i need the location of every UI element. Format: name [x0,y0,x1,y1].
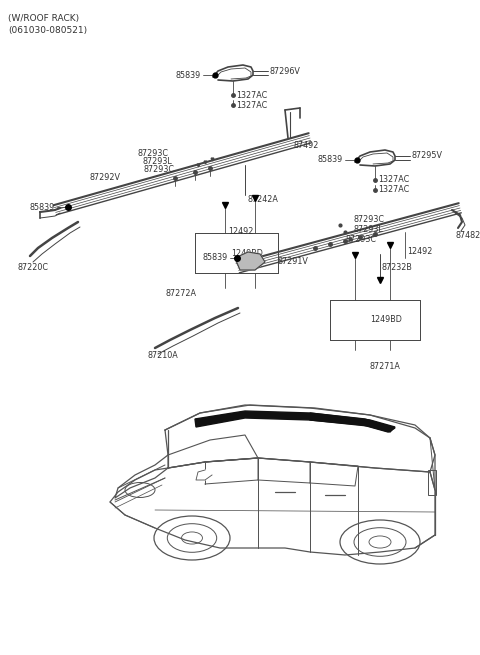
Text: 1327AC: 1327AC [236,90,267,100]
Text: 87293C: 87293C [144,164,175,174]
Text: 87220C: 87220C [18,263,49,272]
Text: 87295V: 87295V [412,151,443,160]
Text: 87293L: 87293L [353,225,383,234]
Text: 85839: 85839 [318,155,343,164]
Polygon shape [195,411,395,432]
Text: 85839: 85839 [203,253,228,263]
Polygon shape [310,413,395,432]
Text: 12492: 12492 [228,227,253,236]
Text: 1327AC: 1327AC [236,100,267,109]
Polygon shape [196,470,212,480]
Text: 87272A: 87272A [165,288,196,297]
Text: 85839: 85839 [176,71,201,79]
Text: 87482: 87482 [455,231,480,240]
Text: 1327AC: 1327AC [378,185,409,195]
Text: (061030-080521): (061030-080521) [8,26,87,35]
Text: 1249BD: 1249BD [370,316,402,324]
Text: 87293C: 87293C [353,215,384,225]
Text: (W/ROOF RACK): (W/ROOF RACK) [8,14,79,23]
Text: 85839: 85839 [30,202,55,212]
Text: 87292V: 87292V [89,174,120,183]
Text: 1249BD: 1249BD [231,248,264,257]
Text: 87242A: 87242A [248,195,279,204]
Text: 87492: 87492 [293,141,318,149]
Text: 87293L: 87293L [142,157,172,166]
Polygon shape [235,252,265,270]
Text: 87293C: 87293C [345,236,376,244]
Text: 87293C: 87293C [137,149,168,157]
Text: 87291V: 87291V [278,257,309,267]
Text: 87271A: 87271A [370,362,401,371]
Text: 12492: 12492 [407,248,432,257]
Bar [428,470,436,495]
Text: 1327AC: 1327AC [378,176,409,185]
Text: 87296V: 87296V [270,67,301,75]
Text: 87232B: 87232B [382,263,413,272]
Text: 87210A: 87210A [148,352,179,360]
